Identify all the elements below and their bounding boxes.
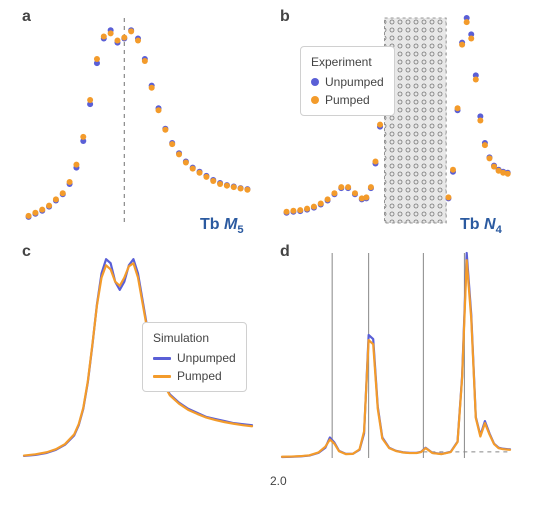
panel-label-c: c [22, 243, 31, 261]
panel-d [276, 245, 516, 470]
legend-row: Unpumped [311, 73, 384, 91]
legend-label: Unpumped [177, 349, 236, 367]
panel-label-b: b [280, 8, 290, 26]
legend-row: Pumped [311, 91, 384, 109]
edge-label-sub-a: 5 [237, 224, 243, 236]
panel-a [18, 10, 258, 235]
axis-tick-label: 2.0 [270, 474, 287, 488]
legend-marker-dot [311, 78, 319, 86]
legend-row: Unpumped [153, 349, 236, 367]
edge-label-b: Tb N4 [460, 216, 502, 236]
legend-experiment-title: Experiment [311, 53, 384, 71]
panel-label-a: a [22, 8, 31, 26]
legend-marker-dot [311, 96, 319, 104]
legend-simulation-title: Simulation [153, 329, 236, 347]
legend-label: Unpumped [325, 73, 384, 91]
legend-simulation: Simulation Unpumped Pumped [142, 322, 247, 392]
legend-row: Pumped [153, 367, 236, 385]
panel-label-d: d [280, 243, 290, 261]
edge-label-sub-b: 4 [496, 224, 502, 236]
legend-marker-line [153, 375, 171, 378]
chart-a [18, 10, 258, 235]
chart-b [276, 10, 516, 235]
chart-d [276, 245, 516, 470]
legend-experiment: Experiment Unpumped Pumped [300, 46, 395, 116]
edge-label-element-b: Tb [460, 216, 480, 233]
edge-label-edge-a: M [224, 216, 237, 233]
legend-label: Pumped [325, 91, 370, 109]
edge-label-a: Tb M5 [200, 216, 244, 236]
legend-label: Pumped [177, 367, 222, 385]
panel-b [276, 10, 516, 235]
edge-label-edge-b: N [484, 216, 496, 233]
edge-label-element-a: Tb [200, 216, 220, 233]
legend-marker-line [153, 357, 171, 360]
